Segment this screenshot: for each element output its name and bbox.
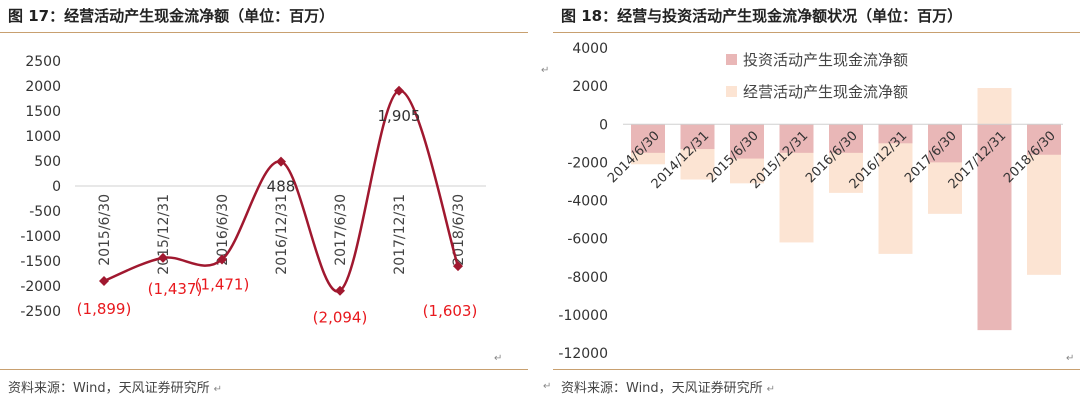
legend-label: 投资活动产生现金流净额 bbox=[743, 51, 908, 69]
data-label: 1,905 bbox=[378, 107, 421, 125]
bar bbox=[878, 124, 913, 254]
figure-17-bottom-rule bbox=[0, 369, 528, 370]
return-mark: ↵ bbox=[543, 381, 552, 392]
source-text: 资料来源：Wind，天风证券研究所 bbox=[561, 381, 763, 396]
y-tick-label: -1500 bbox=[20, 254, 61, 270]
y-tick-label: -6000 bbox=[567, 232, 608, 248]
y-tick-label: 4000 bbox=[572, 41, 608, 57]
y-tick-label: 2000 bbox=[25, 79, 61, 95]
y-tick-label: 500 bbox=[34, 154, 61, 170]
data-label: (1,603) bbox=[423, 302, 478, 320]
bar bbox=[928, 124, 962, 163]
data-point-marker bbox=[158, 252, 168, 263]
figure-18-bottom-rule bbox=[553, 369, 1080, 370]
legend-swatch bbox=[726, 54, 737, 65]
bar bbox=[977, 88, 1012, 125]
y-tick-label: -4000 bbox=[567, 194, 608, 210]
x-category-label: 2017/6/30 bbox=[333, 194, 349, 266]
cashflow-overlap-bar-chart: 4000 2000 0 -2000 -4000 -6000 -8000 -10000 -1200… bbox=[558, 41, 1063, 362]
bar bbox=[730, 124, 764, 159]
x-category-label: 2017/12/31 bbox=[392, 194, 408, 275]
return-mark: ↵ bbox=[541, 65, 550, 76]
y-tick-label: -8000 bbox=[567, 270, 608, 286]
y-tick-label: -10000 bbox=[558, 308, 608, 324]
y-tick-label: 0 bbox=[52, 179, 61, 195]
y-tick-label: 0 bbox=[599, 117, 608, 133]
figure-18-source: 资料来源：Wind，天风证券研究所 ↵ bbox=[561, 377, 775, 396]
y-tick-label: 1500 bbox=[25, 104, 61, 120]
data-point-marker bbox=[276, 156, 286, 167]
x-category-label: 2016/6/30 bbox=[215, 194, 231, 266]
y-tick-label: -1000 bbox=[20, 229, 61, 245]
data-point-marker bbox=[394, 85, 404, 96]
y-tick-label: -2000 bbox=[20, 279, 61, 295]
figure-18-panel: 图 18：经营与投资活动产生现金流净额状况（单位：百万） 4000 2000 0 -2… bbox=[553, 0, 1080, 406]
bar bbox=[631, 124, 665, 153]
series-line bbox=[103, 89, 460, 293]
y-tick-label: 1000 bbox=[25, 129, 61, 145]
y-tick-label: 2000 bbox=[572, 79, 608, 95]
y-tick-label: -500 bbox=[29, 204, 61, 220]
return-mark: ↵ bbox=[494, 353, 503, 364]
operating-cashflow-line-chart: 2500 2000 1500 1000 500 0 -500 -1000 -1500 -2000 -… bbox=[20, 54, 486, 327]
return-mark: ↵ bbox=[766, 384, 776, 395]
y-tick-label: -2000 bbox=[567, 155, 608, 171]
bar bbox=[977, 124, 1012, 331]
bar bbox=[829, 124, 863, 153]
data-label: (1,471) bbox=[195, 276, 250, 294]
x-category-label: 2018/6/30 bbox=[451, 194, 467, 266]
bar bbox=[680, 124, 715, 150]
data-point-marker bbox=[99, 275, 109, 286]
legend-swatch bbox=[726, 86, 737, 97]
figure-17-panel: 图 17：经营活动产生现金流净额（单位：百万） 2500 2000 1500 1000… bbox=[0, 0, 528, 406]
figure-18-title: 图 18：经营与投资活动产生现金流净额状况（单位：百万） bbox=[561, 7, 963, 25]
return-mark: ↵ bbox=[1066, 353, 1075, 364]
bar bbox=[1027, 124, 1061, 155]
figure-17-top-rule bbox=[0, 32, 528, 33]
return-mark: ↵ bbox=[213, 384, 223, 395]
y-tick-label: -12000 bbox=[558, 346, 608, 362]
y-tick-label: 2500 bbox=[25, 54, 61, 70]
data-label: (1,437) bbox=[148, 280, 203, 298]
bar bbox=[779, 124, 814, 153]
x-category-label: 2015/6/30 bbox=[97, 194, 113, 266]
x-category-label: 2016/12/31 bbox=[274, 194, 290, 275]
figure-17-title: 图 17：经营活动产生现金流净额（单位：百万） bbox=[8, 7, 335, 25]
legend-label: 经营活动产生现金流净额 bbox=[743, 83, 908, 101]
data-label: (1,899) bbox=[77, 300, 132, 318]
bar bbox=[878, 124, 913, 144]
data-label: (2,094) bbox=[313, 309, 368, 327]
data-point-marker bbox=[453, 261, 463, 272]
source-text: 资料来源：Wind，天风证券研究所 bbox=[8, 381, 210, 396]
figure-18-top-rule bbox=[553, 32, 1080, 33]
y-tick-label: -2500 bbox=[20, 304, 61, 320]
x-category-label: 2015/12/31 bbox=[156, 194, 172, 275]
data-label: 488 bbox=[267, 178, 296, 196]
data-point-marker bbox=[335, 285, 345, 296]
figure-17-source: 资料来源：Wind，天风证券研究所 ↵ bbox=[8, 377, 222, 396]
